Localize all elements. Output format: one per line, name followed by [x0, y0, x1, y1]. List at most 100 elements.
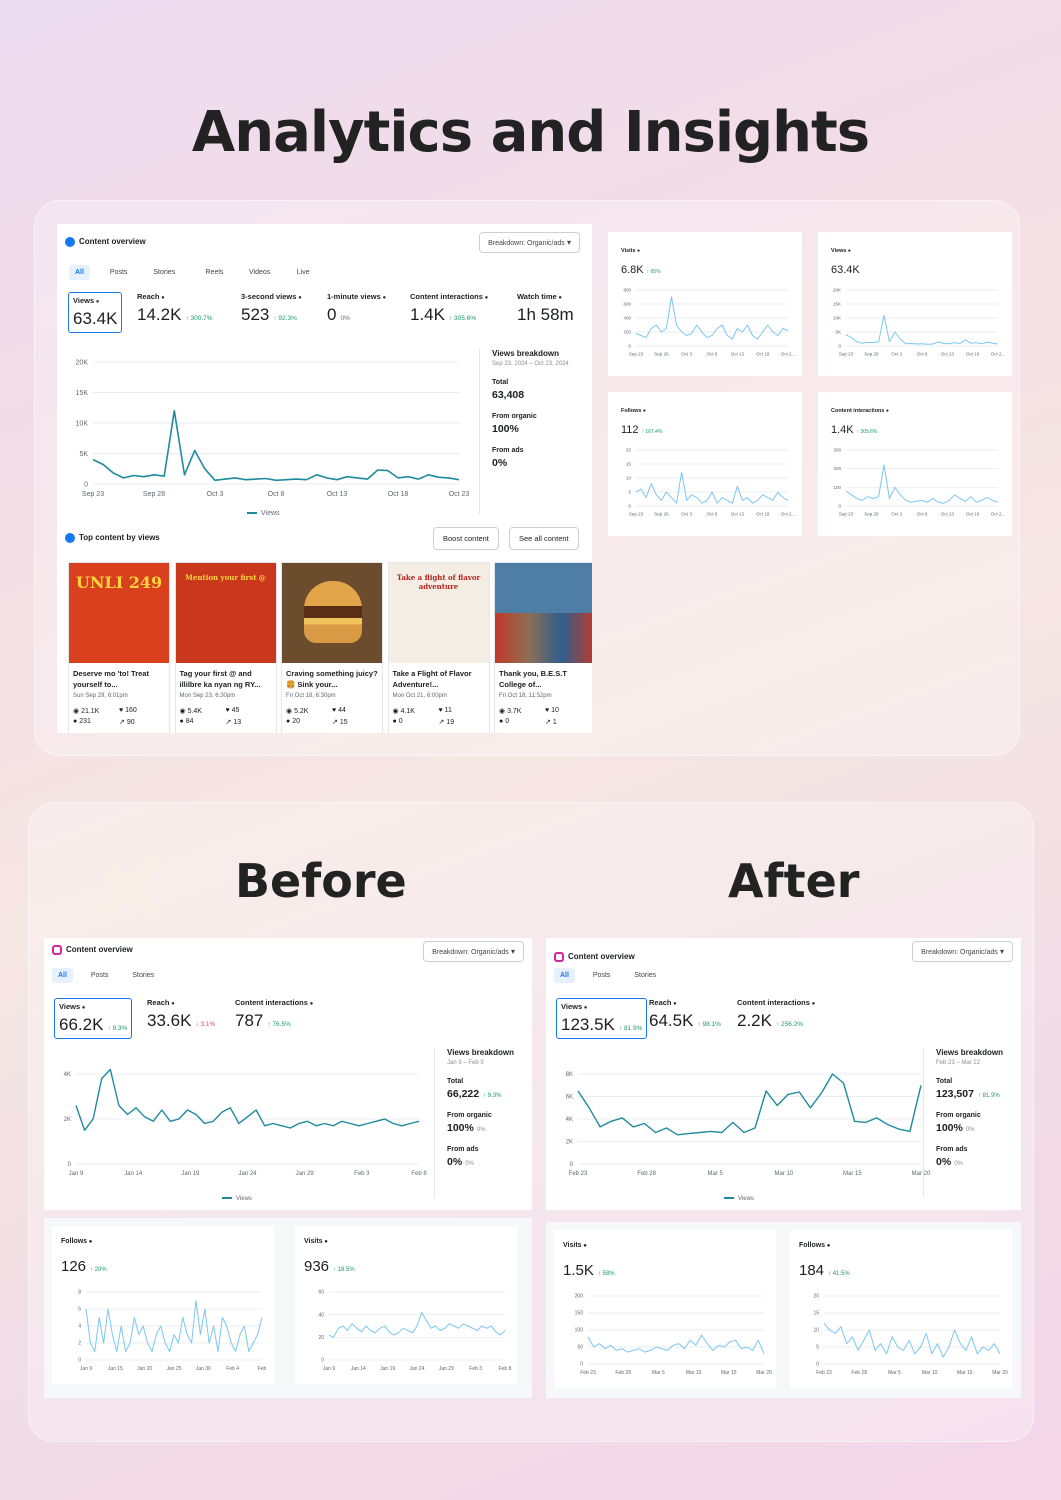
metric-content-interactions[interactable]: Content interactions 2.2K↑ 256.2% [737, 998, 815, 1031]
tab-posts[interactable]: Posts [90, 972, 109, 979]
breakdown-dropdown[interactable]: Breakdown: Organic/ads [912, 941, 1013, 962]
tab-posts[interactable]: Posts [109, 269, 128, 276]
x-tick-label: Jan 30 [196, 1366, 211, 1372]
x-tick-label: Mar 10 [686, 1370, 702, 1376]
y-tick-label: 100 [833, 485, 841, 490]
mini-series-line [635, 296, 789, 340]
metric-reach[interactable]: Reach 64.5K↑ 98.1% [649, 998, 721, 1031]
metric-reach[interactable]: Reach 33.6K↓ 3.1% [147, 998, 215, 1031]
post-caption: Tag your first @ and illilbre ka nyan ng… [179, 669, 261, 689]
content-post-card[interactable]: Thank you, B.E.S.T College of... Fri Oct … [494, 562, 592, 733]
x-tick-label: Oct 18 [966, 352, 980, 357]
mini-value: 63.4K [831, 264, 860, 276]
tab-reels[interactable]: Reels [205, 269, 224, 276]
eye-icon: ◉ [73, 708, 82, 715]
post-stat: ● 0 [499, 718, 545, 726]
tab-stories[interactable]: Stories [634, 972, 657, 979]
x-tick-label: Sep 23 [839, 512, 854, 517]
see-all-content-button[interactable]: See all content [509, 527, 579, 550]
tab-stories[interactable]: Stories [153, 269, 176, 276]
panel-title: Content overview [554, 952, 635, 962]
post-stat-value: 90 [126, 719, 135, 726]
organic-change: 0% [476, 1127, 486, 1133]
x-tick-label: Oct 3 [207, 491, 224, 498]
post-caption: Deserve mo 'to! Treat yourself to... [73, 669, 149, 689]
breakdown-dropdown[interactable]: Breakdown: Organic/ads [479, 232, 580, 253]
content-post-card[interactable]: UNLI 249 Deserve mo 'to! Treat yourself t… [68, 562, 170, 733]
y-tick-label: 5K [835, 330, 841, 335]
metric-views[interactable]: Views 123.5K↑ 81.9% [556, 998, 648, 1039]
metric-1-minute-views[interactable]: 1-minute views 00% [327, 292, 386, 325]
content-post-card[interactable]: Take a flight of flavor adventure Take a … [387, 562, 490, 733]
boost-content-button[interactable]: Boost content [433, 527, 499, 550]
y-tick-label: 10 [626, 476, 632, 481]
metric-content-interactions[interactable]: Content interactions 787↑ 76.5% [235, 998, 313, 1031]
after-chart-visits: Visits 1.5K↑ 58% 200 150 100 50 0 Feb 23 Feb 28 M… [554, 1230, 776, 1388]
post-stat-value: 231 [79, 718, 91, 725]
tab-all[interactable]: All [69, 265, 90, 280]
x-tick-label: Oct 8 [917, 352, 928, 357]
x-tick-label: Mar 15 [843, 1171, 862, 1177]
post-date: Mon Sep 23, 6:30pm [179, 693, 236, 699]
x-tick-label: Feb 8 [411, 1171, 427, 1177]
post-caption: Craving something juicy? 🍔 Sink your... [286, 669, 378, 689]
post-stat: ◉ 4.1K [393, 707, 439, 715]
metric-content-interactions[interactable]: Content interactions 1.4K↑ 305.6% [410, 292, 488, 325]
x-tick-label: Mar 15 [721, 1370, 737, 1376]
content-post-card[interactable]: Craving something juicy? 🍔 Sink your... F… [281, 562, 383, 733]
chart-value-row: 936 ↑ 18.5% [304, 1258, 355, 1275]
after-content-overview-card: Content overview Breakdown: Organic/ads Al… [546, 938, 1021, 1210]
breakdown-dropdown[interactable]: Breakdown: Organic/ads [423, 941, 524, 962]
x-tick-label: Mar 15 [957, 1370, 973, 1376]
metric-label: Views [59, 1002, 127, 1011]
post-thumbnail-text: Take a flight of flavor adventure [396, 573, 481, 591]
metric-change: ↑ 92.3% [273, 315, 297, 322]
heart-icon: ♥ [332, 707, 339, 714]
x-tick-label: Jan 29 [439, 1366, 454, 1372]
post-stat-value: 84 [185, 718, 194, 725]
y-tick-label: 5 [816, 1345, 819, 1351]
metric-value-row: 66.2K ↑ 9.3% [59, 1015, 127, 1035]
post-stat: ♥ 11 [439, 707, 485, 715]
metric-watch-time[interactable]: Watch time 1h 58m [517, 292, 574, 325]
ads-value: 0% [492, 457, 508, 469]
metric-views[interactable]: Views 66.2K↑ 9.3% [54, 998, 133, 1039]
chart-value-row: 184 ↑ 41.5% [799, 1262, 850, 1279]
x-tick-label: Jan 9 [69, 1171, 84, 1177]
tab-all[interactable]: All [554, 968, 575, 983]
ads-change: 0% [954, 1161, 963, 1167]
y-tick-label: 2 [78, 1341, 81, 1347]
x-tick-label: Sep 28 [143, 491, 165, 498]
chart-value: 126 [61, 1258, 87, 1275]
y-tick-label: 400 [623, 316, 631, 321]
post-stats: ◉ 5.4K ♥ 45 ● 84 ↗ 13 [176, 707, 276, 726]
organic-value-row: 100% 0% [936, 1122, 1003, 1134]
total-value: 66,222 [447, 1088, 480, 1100]
mini-line-chart: 20 15 10 5 0 Sep 23 Sep 28 Oct 3 Oct 8 Oct 13 Oct … [626, 448, 795, 517]
x-tick-label: Jan 20 [137, 1366, 152, 1372]
views-breakdown: Views breakdown Sep 23, 2024 – Oct 23, 2… [479, 349, 569, 514]
mini-value-row: 112 ↑ 167.4% [621, 424, 662, 436]
metric-value: 66.2K [59, 1015, 104, 1034]
post-stat: ● 0 [393, 718, 439, 726]
y-tick-label: 0 [838, 344, 841, 349]
tab-stories[interactable]: Stories [132, 972, 155, 979]
tab-live[interactable]: Live [296, 269, 310, 276]
metric-3-second-views[interactable]: 3-second views 523↑ 92.3% [241, 292, 302, 325]
x-tick-label: Sep 28 [864, 352, 879, 357]
y-tick-label: 4 [78, 1324, 81, 1330]
x-tick-label: Feb 23 [816, 1370, 832, 1376]
metric-label: Reach [649, 998, 721, 1007]
breakdown-heading: Views breakdown [492, 349, 559, 358]
tab-posts[interactable]: Posts [592, 972, 611, 979]
metric-reach[interactable]: Reach 14.2K↑ 300.7% [137, 292, 213, 325]
tab-all[interactable]: All [52, 968, 73, 983]
tab-videos[interactable]: Videos [249, 269, 271, 276]
chart-value-row: 126 ↑ 20% [61, 1258, 107, 1275]
metric-views[interactable]: Views 63.4K [68, 292, 123, 333]
y-tick-label: 0 [628, 344, 631, 349]
mini-change: ↑ 305.6% [856, 429, 878, 435]
post-stat: ◉ 5.2K [286, 707, 332, 715]
content-post-card[interactable]: Mention your first @ Tag your first @ and… [174, 562, 277, 733]
y-tick-label: 20K [76, 359, 89, 366]
